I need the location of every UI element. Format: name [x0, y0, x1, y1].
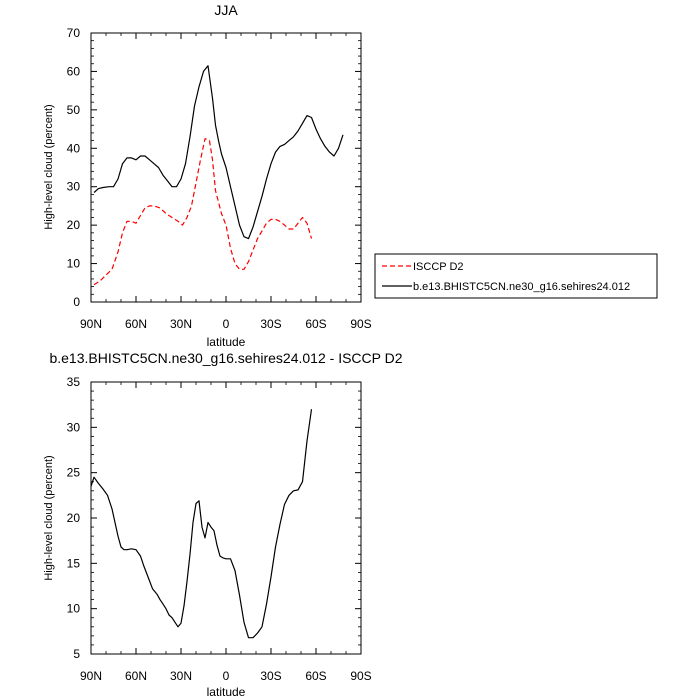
- chart1-legend: ISCCP D2 b.e13.BHISTC5CN.ne30_g16.sehire…: [374, 253, 658, 299]
- chart1-ytick-label: 60: [67, 64, 81, 78]
- chart1-xtick-label: 30N: [170, 317, 192, 331]
- chart1-ytick-label: 50: [67, 103, 81, 117]
- chart2-y-axis: 5 10 15 20 25 30 35: [67, 375, 361, 661]
- chart1-series-line-2: [93, 65, 344, 240]
- chart2-xtick-label: 30S: [260, 669, 281, 683]
- legend-box: [374, 253, 658, 299]
- chart1-y-axis: 0 10 20 30 40 50 60 70: [67, 26, 361, 309]
- panel-bottom-chart: b.e13.BHISTC5CN.ne30_g16.sehires24.012 -…: [43, 350, 403, 699]
- chart2-xlabel: latitude: [207, 685, 246, 699]
- chart1-series: [93, 65, 344, 286]
- legend-label-model: b.e13.BHISTC5CN.ne30_g16.sehires24.012: [413, 281, 630, 293]
- chart1-ytick-label: 0: [73, 295, 80, 309]
- chart1-xtick-label: 60N: [125, 317, 147, 331]
- chart1-xtick-label: 90S: [350, 317, 371, 331]
- chart1-xtick-label: 0: [223, 317, 230, 331]
- chart2-ytick-label: 15: [67, 556, 81, 570]
- chart2-xtick-label: 90N: [80, 669, 102, 683]
- chart2-ytick-label: 30: [67, 420, 81, 434]
- chart2-xtick-label: 0: [223, 669, 230, 683]
- chart1-xlabel: latitude: [207, 335, 246, 349]
- chart2-title: b.e13.BHISTC5CN.ne30_g16.sehires24.012 -…: [49, 350, 402, 366]
- chart2-xtick-label: 90S: [350, 669, 371, 683]
- chart2-ytick-label: 5: [73, 647, 80, 661]
- chart1-ytick-label: 40: [67, 141, 81, 155]
- chart1-series-line-1: [93, 138, 313, 286]
- chart2-ytick-label: 20: [67, 511, 81, 525]
- chart2-ytick-label: 35: [67, 375, 81, 389]
- chart1-ytick-label: 30: [67, 180, 81, 194]
- chart2-ytick-label: 25: [67, 466, 81, 480]
- chart2-xtick-label: 60N: [125, 669, 147, 683]
- chart1-ylabel: High-level cloud (percent): [43, 104, 55, 229]
- chart1-xtick-label: 90N: [80, 317, 102, 331]
- chart2-series: [90, 409, 313, 639]
- chart2-plot-frame: [90, 381, 362, 655]
- chart2-ylabel: High-level cloud (percent): [43, 455, 55, 580]
- chart2-x-axis: 90N 60N 30N 0 30S 60S 90S: [80, 382, 372, 683]
- chart1-title: JJA: [214, 2, 238, 18]
- chart1-ytick-label: 70: [67, 26, 81, 40]
- chart2-xtick-label: 30N: [170, 669, 192, 683]
- chart1-ytick-label: 20: [67, 218, 81, 232]
- chart1-xtick-label: 30S: [260, 317, 281, 331]
- chart2-ytick-label: 10: [67, 602, 81, 616]
- chart2-xtick-label: 60S: [305, 669, 326, 683]
- chart1-xtick-label: 60S: [305, 317, 326, 331]
- chart1-x-axis: 90N 60N 30N 0 30S 60S 90S: [80, 33, 372, 331]
- legend-label-isccp: ISCCP D2: [413, 261, 464, 273]
- chart2-series-line-1: [90, 409, 313, 639]
- chart1-ytick-label: 10: [67, 257, 81, 271]
